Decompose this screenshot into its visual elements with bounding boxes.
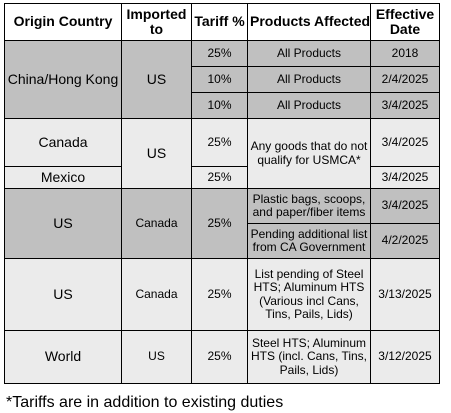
table-row: US Canada 25% List pending of Steel HTS;… [4, 258, 440, 331]
cell-tariff[interactable]: 25% [191, 258, 248, 331]
cell-text-line: Pails, Lids) [279, 362, 339, 377]
table-row: Pending additional list from CA Governme… [5, 223, 440, 259]
cell-products[interactable]: Steel HTS; Aluminum HTS (incl. Cans, Tin… [247, 330, 371, 384]
cell-date[interactable]: 3/4/2025 [370, 92, 440, 119]
cell-date[interactable]: 2018 [370, 40, 440, 67]
cell-origin[interactable]: US [4, 258, 122, 331]
footnote: *Tariffs are in addition to existing dut… [6, 394, 284, 411]
cell-text-line: Steel HTS; Aluminum [251, 336, 367, 351]
header-text: Tariff % [194, 13, 245, 30]
cell-date[interactable]: 2/4/2025 [370, 66, 440, 93]
cell-date[interactable]: 4/2/2025 [370, 223, 440, 259]
header-text: to [149, 21, 164, 37]
cell-text-line: HTS (incl. Cans, Tins, [250, 349, 368, 364]
table-row: China/Hong Kong US 25% All Products 2018 [4, 40, 440, 119]
cell-products[interactable]: Any goods that do not qualify for USMCA* [247, 118, 371, 189]
cell-origin[interactable]: Canada [4, 118, 122, 167]
header-text: Effective [375, 5, 435, 22]
cell-text-line: Pending additional list [250, 226, 368, 241]
cell-tariff[interactable]: 10% [191, 92, 248, 119]
cell-products[interactable]: All Products [247, 66, 371, 93]
cell-tariff[interactable]: 25% [191, 188, 248, 259]
cell-products[interactable]: List pending of Steel HTS; Aluminum HTS … [247, 258, 371, 331]
cell-date[interactable]: 3/12/2025 [370, 330, 440, 384]
tariff-table: Origin Country Imported to Tariff % Prod… [4, 3, 440, 384]
cell-origin[interactable]: World [4, 330, 122, 384]
cell-imported-to[interactable]: US [121, 330, 192, 384]
cell-products[interactable]: All Products [247, 92, 371, 119]
cell-tariff[interactable]: 25% [191, 40, 248, 67]
table-row: US Canada 25% Plastic bags, scoops, and … [4, 188, 440, 259]
cell-date[interactable]: 3/4/2025 [370, 188, 440, 224]
header-text: Origin Country [13, 13, 113, 30]
cell-text-line: qualify for USMCA* [257, 152, 361, 167]
cell-tariff[interactable]: 10% [191, 66, 248, 93]
cell-products[interactable]: All Products [247, 40, 371, 67]
cell-text-line: HTS; Aluminum HTS [253, 280, 365, 295]
cell-imported-to[interactable]: Canada [121, 188, 192, 259]
cell-date[interactable]: 3/13/2025 [370, 258, 440, 331]
cell-imported-to[interactable]: US [121, 40, 192, 119]
cell-tariff[interactable]: 25% [191, 166, 248, 189]
header-effective-date: Effective Date [370, 3, 440, 41]
cell-date[interactable]: 3/4/2025 [370, 118, 440, 167]
cell-origin[interactable]: Mexico [4, 166, 122, 189]
table-row: Mexico 25% 3/4/2025 [4, 166, 440, 189]
table-row: 10% All Products 2/4/2025 [5, 66, 440, 93]
cell-products[interactable]: Plastic bags, scoops, and paper/fiber it… [247, 188, 371, 224]
header-imported-to: Imported to [121, 3, 192, 41]
table-row: World US 25% Steel HTS; Aluminum HTS (in… [4, 330, 440, 384]
cell-tariff[interactable]: 25% [191, 118, 248, 167]
cell-imported-to[interactable]: Canada [121, 258, 192, 331]
cell-text-line: List pending of Steel [254, 267, 364, 282]
cell-tariff[interactable]: 25% [191, 330, 248, 384]
header-products-affected: Products Affected [247, 3, 371, 41]
cell-text-line: and paper/fiber items [252, 205, 366, 219]
cell-products[interactable]: Pending additional list from CA Governme… [247, 223, 371, 259]
cell-text-line: Tins, Pails, Lids) [265, 306, 353, 321]
header-text: Imported [126, 5, 187, 22]
cell-text-line: (Various incl Cans, [259, 293, 359, 308]
header-text: Date [389, 21, 421, 37]
cell-origin[interactable]: US [4, 188, 122, 259]
cell-date[interactable]: 3/4/2025 [370, 166, 440, 189]
header-origin-country: Origin Country [4, 3, 122, 41]
table-row: Canada US 25% Any goods that do not qual… [4, 118, 440, 189]
cell-text-line: Any goods that do not [250, 139, 368, 154]
cell-origin[interactable]: China/Hong Kong [4, 40, 122, 119]
header-tariff: Tariff % [191, 3, 248, 41]
header-text: Products Affected [250, 13, 371, 30]
cell-imported-to[interactable]: US [121, 118, 192, 189]
cell-text-line: Plastic bags, scoops, [252, 191, 366, 206]
header-row: Origin Country Imported to Tariff % Prod… [4, 3, 440, 41]
cell-text-line: from CA Government [252, 240, 366, 254]
table-row: 10% All Products 3/4/2025 [5, 92, 440, 119]
